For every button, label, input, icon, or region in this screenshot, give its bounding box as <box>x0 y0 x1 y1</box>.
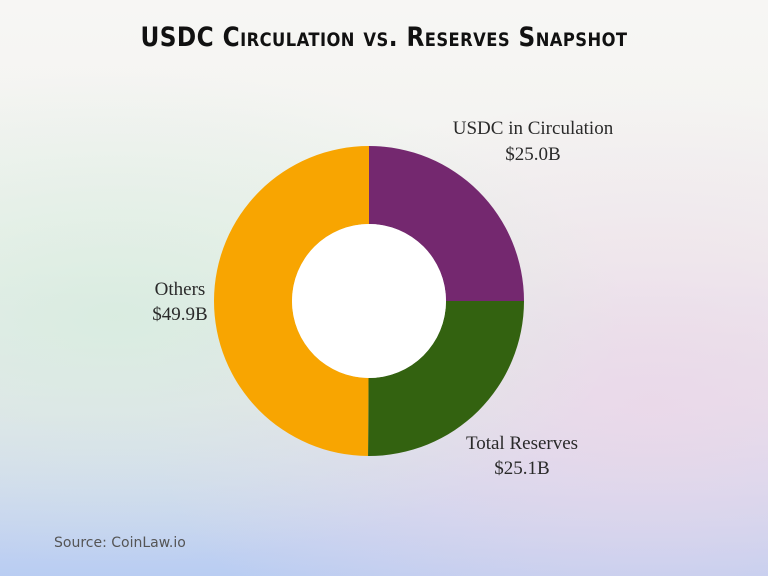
slice-usdc-in-circulation <box>369 146 524 301</box>
slice-label-others: Others <box>155 279 206 300</box>
slice-value-total-reserves: $25.1B <box>494 458 549 479</box>
donut-slices <box>214 146 524 456</box>
donut-hole <box>292 224 446 378</box>
slice-label-total-reserves: Total Reserves <box>466 433 578 454</box>
source-note: Source: CoinLaw.io <box>54 535 186 551</box>
slice-label-usdc-in-circulation: USDC in Circulation <box>453 118 614 139</box>
chart-title: USDC Circulation vs. Reserves Snapshot <box>140 22 628 53</box>
slice-total-reserves <box>368 301 524 456</box>
slice-value-others: $49.9B <box>152 304 207 325</box>
slice-labels: USDC in Circulation $25.0B Total Reserves $… <box>152 118 613 479</box>
slice-others <box>214 146 369 456</box>
slice-value-usdc-in-circulation: $25.0B <box>505 144 560 165</box>
